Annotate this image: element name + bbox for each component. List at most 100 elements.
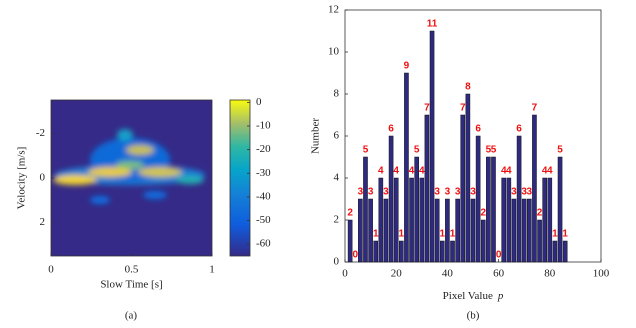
value-label: 3 [470,187,476,198]
y-tick-label: 8 [334,88,340,100]
colorbar-tick-label: -60 [256,238,271,250]
bar [429,30,435,263]
bar [506,177,512,263]
x-tick-label: 0.5 [125,264,139,276]
colorbar-tick-label: -10 [256,120,271,132]
bar [542,177,547,263]
colorbar-tick-label: -50 [256,214,271,226]
bar [562,240,568,263]
bar [378,177,384,263]
value-label: 4 [501,166,507,177]
value-label: 9 [404,61,410,72]
value-label: 3 [521,187,527,198]
value-label: 1 [439,229,445,240]
value-label: 3 [358,187,364,198]
value-label: 4 [547,166,553,177]
bar [404,72,409,263]
value-label: 4 [506,166,512,177]
bar [445,198,450,263]
bar [460,114,466,263]
value-label: 1 [552,229,558,240]
value-label: 4 [393,166,399,177]
bar [552,240,558,263]
bar [480,219,486,263]
bar [368,198,373,263]
colorbar-tick-label: -30 [256,167,271,179]
value-label: 6 [475,124,481,135]
x-axis-label: Slow Time [s] [100,279,162,291]
value-label: 5 [557,145,563,156]
value-label: 5 [486,145,492,156]
value-label: 1 [399,229,405,240]
value-label: 4 [542,166,548,177]
caption: (a) [125,310,138,322]
y-tick-label: 10 [328,46,340,58]
value-label: 11 [427,19,438,30]
y-axis-label: Number [310,118,322,154]
y-tick-label: 0 [40,172,46,184]
value-label: 1 [562,229,568,240]
colorbar-tick-label: -20 [256,143,271,155]
x-tick-label: 80 [544,268,556,280]
bar [388,135,394,263]
value-label: 3 [511,187,517,198]
bar [409,177,414,263]
value-label: 7 [424,103,430,114]
x-axis-label-symbol: p [497,290,504,302]
x-tick-label: 0 [342,268,348,280]
value-label: 3 [527,187,533,198]
colorbar [230,100,250,256]
bar [521,198,527,263]
bar [511,198,517,263]
bar [501,177,507,263]
caption: (b) [467,310,480,322]
x-tick-label: 1 [209,264,215,276]
colorbar-tick-label: 0 [256,96,262,108]
x-axis-label: Pixel Value p [443,290,504,302]
bar [399,240,404,263]
value-label: 7 [460,103,466,114]
x-axis-label-text: Pixel Value [443,290,493,302]
value-label: 1 [450,229,456,240]
value-label: 0 [352,250,358,261]
value-label: 6 [516,124,522,135]
bar [373,240,379,263]
bar [414,156,419,263]
bar [393,177,399,263]
value-label: 1 [373,229,379,240]
bar [434,198,440,263]
value-label: 0 [496,250,502,261]
y-axis-label: Velocity [m/s] [16,147,28,210]
value-label: 4 [409,166,415,177]
y-tick-label: -2 [36,127,45,139]
bar [532,114,537,263]
value-label: 3 [434,187,440,198]
x-tick-label: 40 [442,268,454,280]
heatmap-image [51,100,212,256]
x-tick-label: 60 [493,268,505,280]
x-tick-label: 100 [593,268,610,280]
bar [537,219,542,263]
bar [516,135,522,263]
bar [491,156,496,263]
bar [486,156,491,263]
value-label: 8 [465,82,471,93]
y-tick-label: 4 [334,172,340,184]
bar [465,93,471,263]
bar [475,135,481,263]
bar [347,219,353,263]
bar [557,156,563,263]
value-label: 4 [419,166,425,177]
bar [383,198,389,263]
bar [363,156,368,263]
colorbar-tick-label: -40 [256,190,271,202]
bar [470,198,476,263]
value-label: 5 [363,145,369,156]
bar [424,114,430,263]
y-tick-label: 2 [40,216,46,228]
bar [450,240,455,263]
value-label: 7 [532,103,538,114]
bar [455,198,460,263]
y-tick-label: 2 [334,214,340,226]
